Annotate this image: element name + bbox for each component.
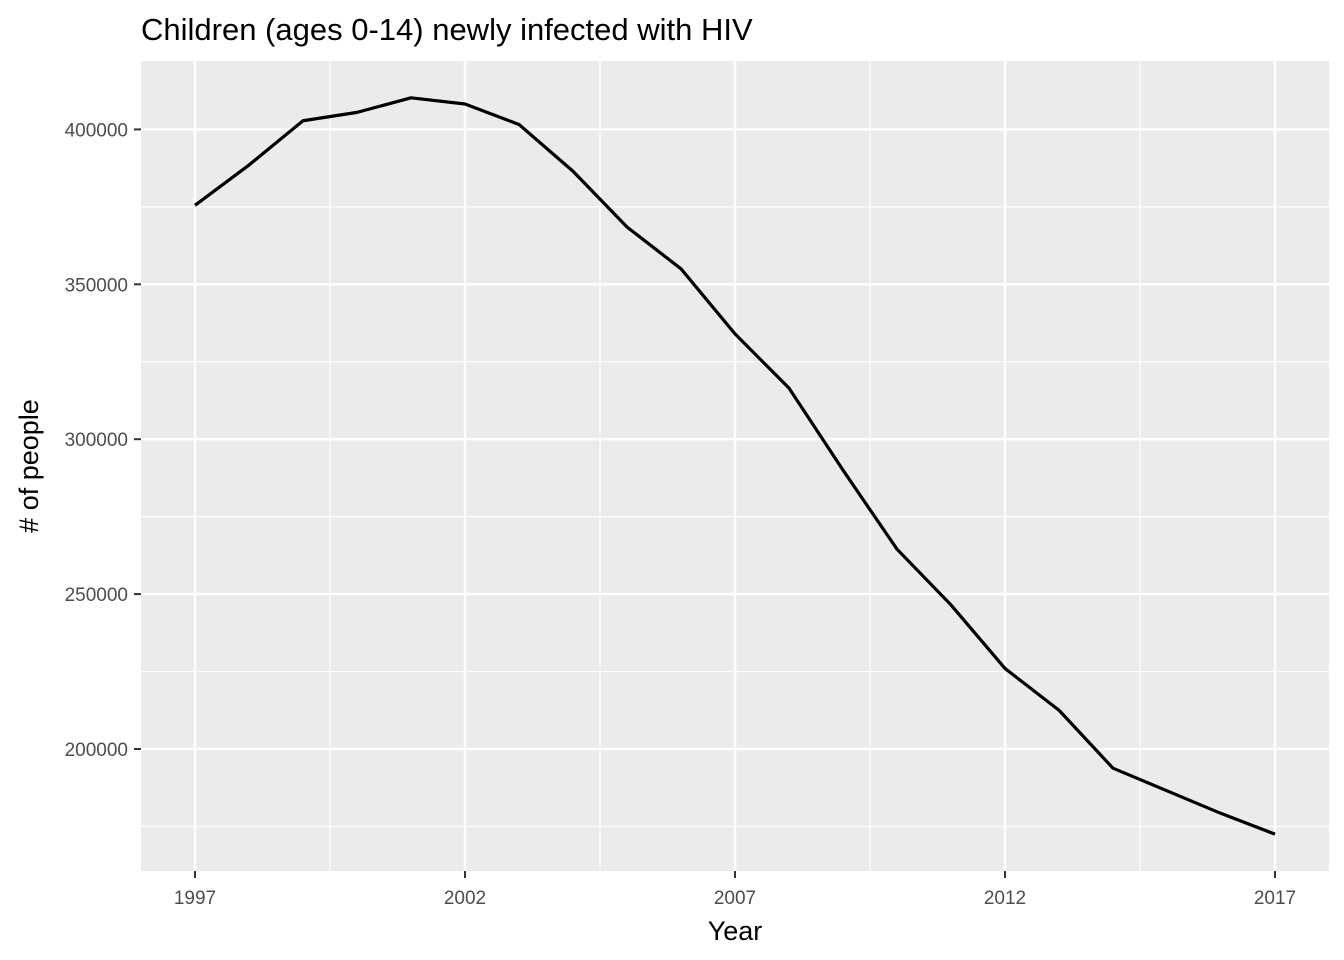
y-axis-title: # of people bbox=[14, 399, 44, 533]
y-tick-label: 350000 bbox=[65, 275, 128, 296]
y-tick-label: 200000 bbox=[65, 740, 128, 761]
y-tick-label: 400000 bbox=[65, 120, 128, 141]
x-tick-label: 2007 bbox=[714, 888, 756, 909]
x-tick-label: 1997 bbox=[174, 888, 216, 909]
y-axis: 200000 250000 300000 350000 400000 bbox=[65, 120, 141, 761]
x-tick-label: 2002 bbox=[444, 888, 486, 909]
chart-title: Children (ages 0-14) newly infected with… bbox=[141, 12, 753, 47]
y-tick-label: 300000 bbox=[65, 430, 128, 451]
x-axis: 1997 2002 2007 2012 2017 bbox=[174, 871, 1296, 909]
y-tick-label: 250000 bbox=[65, 585, 128, 606]
x-tick-label: 2012 bbox=[984, 888, 1026, 909]
major-gridlines bbox=[141, 61, 1329, 871]
x-axis-title: Year bbox=[708, 916, 763, 946]
x-tick-label: 2017 bbox=[1254, 888, 1296, 909]
series-line bbox=[194, 96, 1276, 836]
